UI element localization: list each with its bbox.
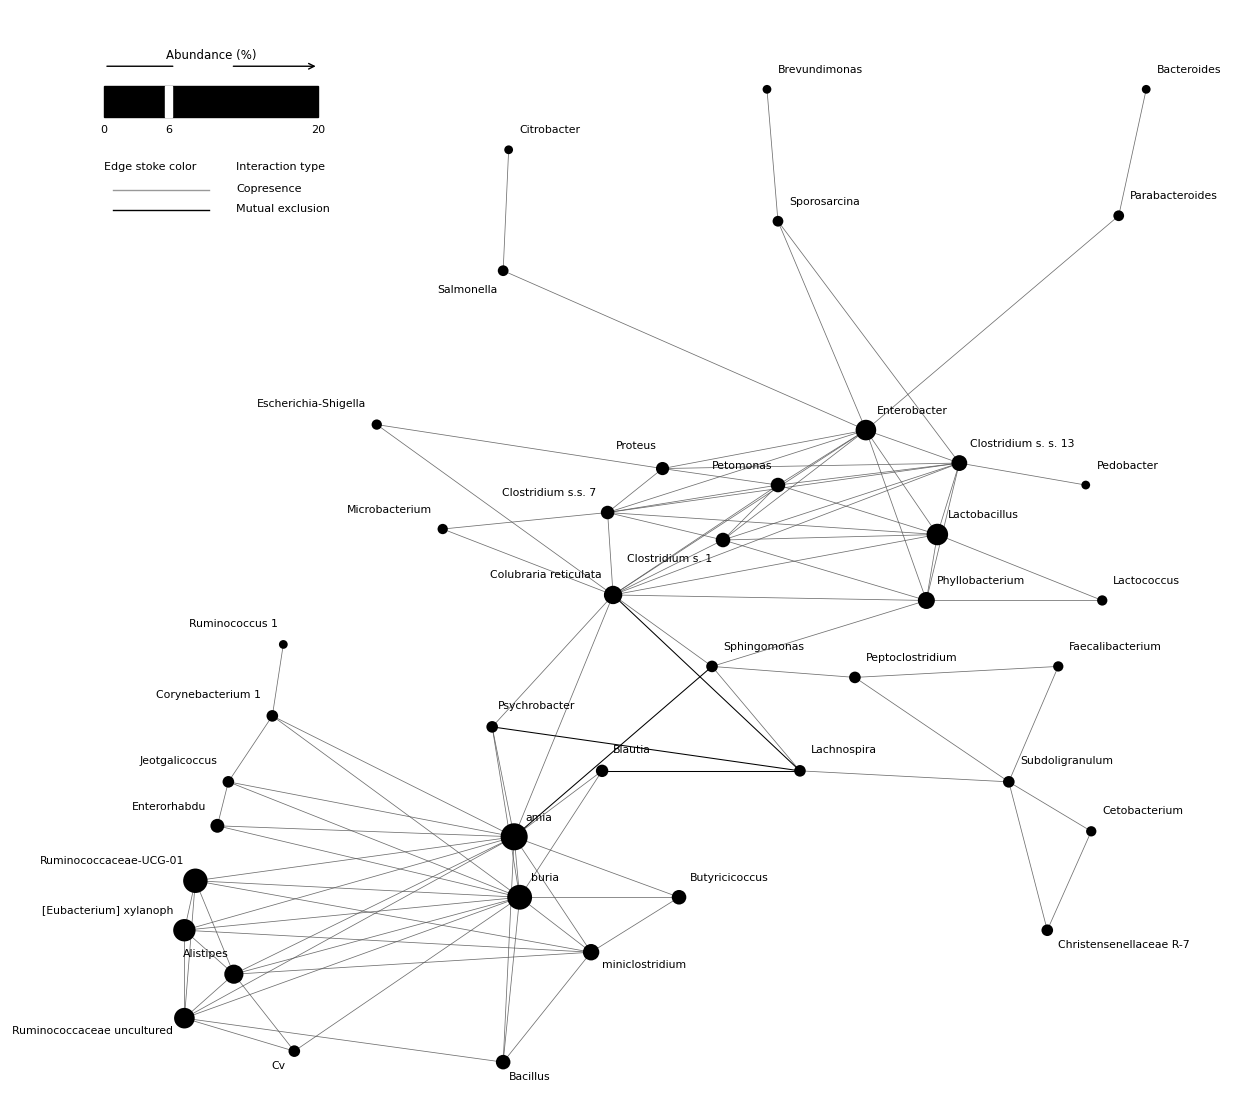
Point xyxy=(593,761,613,779)
Point xyxy=(175,921,195,939)
Text: Abundance (%): Abundance (%) xyxy=(166,48,257,62)
Text: Lactobacillus: Lactobacillus xyxy=(949,510,1019,520)
Text: miniclostridium: miniclostridium xyxy=(603,960,686,970)
Text: Lactococcus: Lactococcus xyxy=(1114,576,1180,586)
Text: Psychrobacter: Psychrobacter xyxy=(497,702,575,712)
Point xyxy=(494,1054,513,1071)
Point xyxy=(1076,476,1096,494)
Text: Clostridium s. s. 13: Clostridium s. s. 13 xyxy=(971,439,1075,449)
Point xyxy=(768,476,787,494)
Text: buria: buria xyxy=(531,873,559,883)
Point xyxy=(1038,921,1058,939)
Text: Citrobacter: Citrobacter xyxy=(520,126,580,136)
Point xyxy=(670,888,689,906)
Text: Butyricicoccus: Butyricicoccus xyxy=(689,873,769,883)
Text: Interaction type: Interaction type xyxy=(236,162,325,172)
Point xyxy=(1048,658,1068,676)
Text: Petomonas: Petomonas xyxy=(712,461,773,471)
Point xyxy=(207,817,227,834)
Text: Colubraria reticulata: Colubraria reticulata xyxy=(491,570,603,580)
Text: Microbacterium: Microbacterium xyxy=(347,505,432,515)
Point xyxy=(367,415,387,433)
Text: Escherichia-Shigella: Escherichia-Shigella xyxy=(257,399,366,409)
Text: Ruminococcaceae-UCG-01: Ruminococcaceae-UCG-01 xyxy=(40,856,185,866)
Point xyxy=(713,531,733,549)
Text: Faecalibacterium: Faecalibacterium xyxy=(1069,642,1162,652)
Point xyxy=(494,262,513,280)
Point xyxy=(1109,207,1128,225)
Point xyxy=(790,761,810,779)
Text: Salmonella: Salmonella xyxy=(438,285,497,295)
Text: Proteus: Proteus xyxy=(616,441,657,451)
Point xyxy=(224,965,244,983)
Point xyxy=(273,636,293,653)
Point xyxy=(598,504,618,521)
Text: Christensenellaceae R-7: Christensenellaceae R-7 xyxy=(1058,940,1190,950)
Text: Pedobacter: Pedobacter xyxy=(1096,461,1158,471)
Point xyxy=(433,520,453,538)
Point xyxy=(1092,592,1112,609)
Text: [Eubacterium] xylanoph: [Eubacterium] xylanoph xyxy=(42,906,174,916)
Point xyxy=(856,421,875,439)
Point xyxy=(950,454,970,472)
Text: Enterobacter: Enterobacter xyxy=(877,406,947,415)
Point xyxy=(702,658,722,676)
Text: Clostridium s.s. 7: Clostridium s.s. 7 xyxy=(502,488,596,498)
Text: Parabacteroides: Parabacteroides xyxy=(1130,192,1218,202)
Text: Blautia: Blautia xyxy=(613,745,651,756)
Point xyxy=(603,586,622,604)
Point xyxy=(1081,822,1101,840)
Text: 6: 6 xyxy=(165,125,172,134)
Point xyxy=(999,773,1019,790)
Point xyxy=(582,943,601,961)
Text: 0: 0 xyxy=(100,125,108,134)
Text: Sporosarcina: Sporosarcina xyxy=(789,197,859,207)
Text: Ruminococcaceae uncultured: Ruminococcaceae uncultured xyxy=(12,1026,174,1036)
Text: Bacillus: Bacillus xyxy=(508,1072,551,1082)
Text: amia: amia xyxy=(526,812,552,822)
Text: 20: 20 xyxy=(311,125,326,134)
Point xyxy=(505,828,525,845)
Point xyxy=(758,80,777,98)
Text: Subdoligranulum: Subdoligranulum xyxy=(1019,756,1112,767)
Point xyxy=(218,773,238,790)
Text: Alistipes: Alistipes xyxy=(182,949,228,959)
Point xyxy=(928,526,947,543)
Point xyxy=(510,888,529,906)
Text: Enterorhabdu: Enterorhabdu xyxy=(131,801,206,811)
Text: Bacteroides: Bacteroides xyxy=(1157,65,1221,75)
Text: Corynebacterium 1: Corynebacterium 1 xyxy=(156,691,262,701)
Text: Phyllobacterium: Phyllobacterium xyxy=(937,576,1025,586)
Point xyxy=(498,141,518,159)
Bar xyxy=(165,86,172,117)
Text: Sphingomonas: Sphingomonas xyxy=(723,642,804,652)
Text: Lachnospira: Lachnospira xyxy=(811,745,877,756)
Point xyxy=(844,669,864,687)
Text: Clostridium s. 1: Clostridium s. 1 xyxy=(627,554,712,564)
Text: Mutual exclusion: Mutual exclusion xyxy=(236,204,330,214)
Point xyxy=(768,213,787,230)
Point xyxy=(175,1009,195,1027)
Text: Cetobacterium: Cetobacterium xyxy=(1102,806,1183,815)
Text: Brevundimonas: Brevundimonas xyxy=(777,65,863,75)
Text: Copresence: Copresence xyxy=(236,184,301,194)
Text: Ruminococcus 1: Ruminococcus 1 xyxy=(188,619,278,629)
Point xyxy=(916,592,936,609)
Bar xyxy=(104,86,319,117)
Point xyxy=(1136,80,1156,98)
Point xyxy=(652,460,672,477)
Text: Peptoclostridium: Peptoclostridium xyxy=(866,653,957,663)
Text: Jeotgalicoccus: Jeotgalicoccus xyxy=(139,756,217,767)
Point xyxy=(482,719,502,736)
Point xyxy=(186,872,206,889)
Point xyxy=(284,1042,304,1060)
Text: Edge stoke color: Edge stoke color xyxy=(104,162,196,172)
Point xyxy=(263,707,283,725)
Text: Cv: Cv xyxy=(272,1061,285,1071)
